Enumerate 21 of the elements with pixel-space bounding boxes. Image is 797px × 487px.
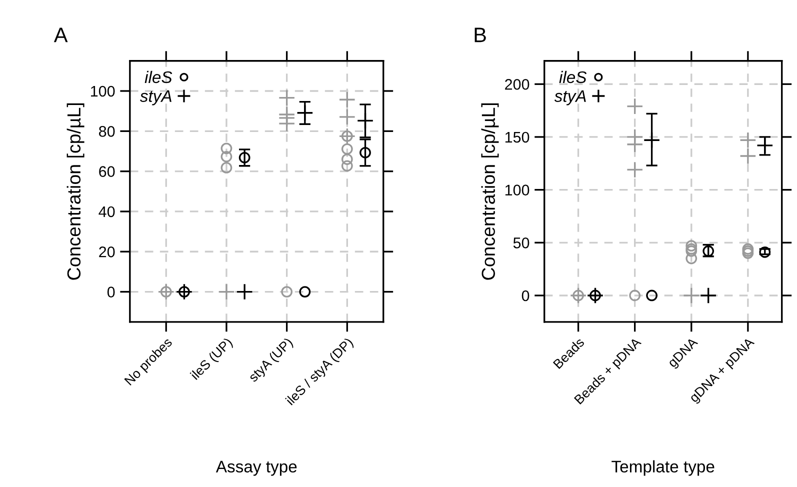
- y-tick-label: 100: [505, 184, 530, 196]
- y-tick-label: 60: [99, 166, 115, 177]
- y-axis-title: Concentration [cp/µL]: [66, 103, 84, 280]
- chart-title: A: [54, 28, 68, 42]
- chart-title: B: [474, 28, 486, 42]
- y-tick-label: 50: [513, 238, 530, 248]
- legend-label: styA: [554, 90, 586, 106]
- y-tick-label: 20: [99, 246, 115, 258]
- legend-label: ileS: [144, 70, 172, 84]
- x-axis-title: Template type: [612, 460, 714, 476]
- y-tick-label: 150: [505, 132, 530, 143]
- y-tick-label: 0: [107, 286, 115, 298]
- y-tick-label: 40: [98, 206, 115, 218]
- y-axis-title: Concentration [cp/µL]: [481, 103, 499, 280]
- legend-label: ileS: [559, 70, 587, 84]
- x-axis-title: Assay type: [216, 460, 297, 476]
- y-tick-label: 0: [522, 290, 530, 302]
- y-tick-label: 80: [99, 126, 115, 137]
- y-tick-label: 200: [505, 78, 530, 90]
- y-tick-label: 100: [91, 86, 115, 97]
- legend-label: styA: [140, 90, 172, 106]
